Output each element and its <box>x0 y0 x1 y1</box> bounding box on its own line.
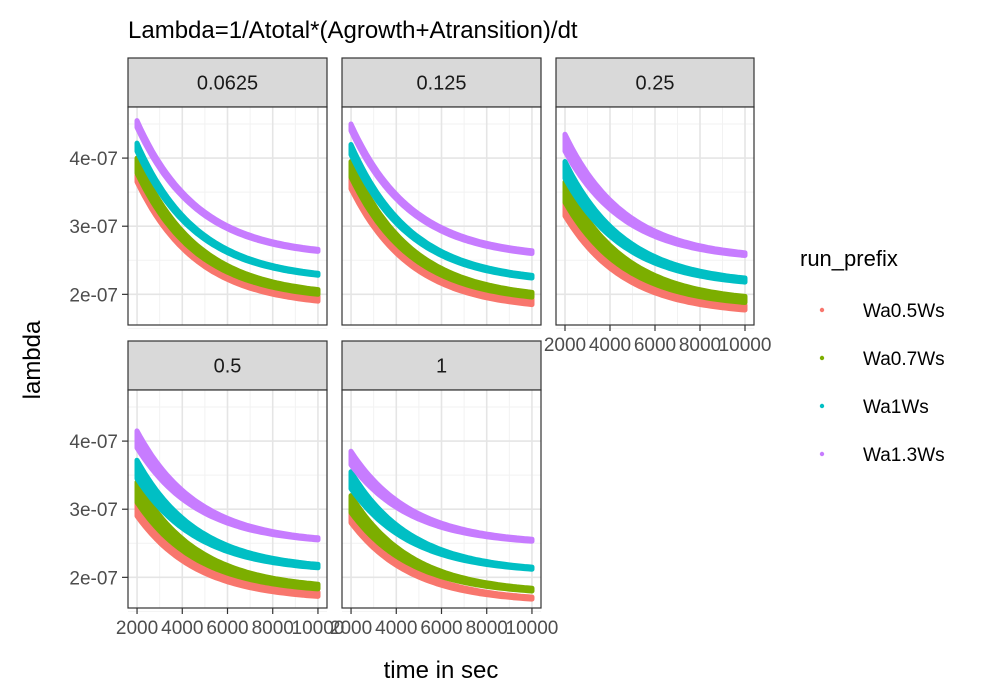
x-tick-label: 8000 <box>466 618 508 639</box>
series-band-wa1ws <box>348 142 535 281</box>
series-band-wa0-7ws <box>562 179 748 305</box>
x-tick-label: 10000 <box>292 618 345 639</box>
legend-key <box>819 307 825 313</box>
legend-item: Wa0.7Ws <box>819 349 945 370</box>
legend-label: Wa1.3Ws <box>863 445 945 466</box>
series-band-wa1ws <box>562 159 748 285</box>
facet-strip <box>555 57 755 108</box>
facet-panel: 0.125 <box>341 57 542 329</box>
y-tick-label: 2e-07 <box>69 285 118 306</box>
legend-key <box>819 451 825 457</box>
series-band-wa0-7ws <box>134 479 321 592</box>
x-tick-label: 2000 <box>116 618 158 639</box>
series-band-wa1-3ws <box>134 118 321 254</box>
x-tick-label: 4000 <box>161 618 203 639</box>
series-band-wa1ws <box>134 457 321 571</box>
legend-label: Wa0.7Ws <box>863 349 945 370</box>
y-tick-label: 3e-07 <box>69 500 118 521</box>
legend-key <box>819 403 825 409</box>
y-tick-label: 4e-07 <box>69 149 118 170</box>
facet-strip <box>127 340 328 391</box>
x-tick-label: 6000 <box>420 618 462 639</box>
facet-strip-label: 1 <box>436 356 447 378</box>
legend-title: run_prefix <box>800 246 898 271</box>
series-band-wa1-3ws <box>134 428 321 543</box>
y-tick-label: 4e-07 <box>69 432 118 453</box>
y-tick-label: 2e-07 <box>69 568 118 589</box>
series-band-wa0-7ws <box>348 493 535 594</box>
x-tick-label: 10000 <box>506 618 559 639</box>
facet-panel: 0.0625 2e-07 3e-07 4e-07 <box>69 57 328 329</box>
x-tick-label: 2000 <box>544 335 586 356</box>
y-tick-label: 3e-07 <box>69 217 118 238</box>
legend-label: Wa1Ws <box>863 397 929 418</box>
series-band-wa1ws <box>348 469 535 572</box>
x-tick-label: 2000 <box>330 618 372 639</box>
x-tick-label: 6000 <box>206 618 248 639</box>
series-band-wa0-7ws <box>134 155 321 297</box>
x-tick-label: 8000 <box>679 335 721 356</box>
facet-strip-label: 0.25 <box>636 73 675 95</box>
series-band-wa1-3ws <box>348 448 535 544</box>
legend-item: Wa1.3Ws <box>819 445 945 466</box>
x-axis-title: time in sec <box>384 657 499 684</box>
y-axis-title: lambda <box>19 320 46 399</box>
legend-key <box>819 355 825 361</box>
facet-strip-label: 0.5 <box>214 356 242 378</box>
facet-strip-label: 0.125 <box>416 73 466 95</box>
legend: run_prefix Wa0.5Ws Wa0.7Ws Wa1Ws Wa1.3Ws <box>800 246 945 466</box>
legend-item: Wa0.5Ws <box>819 301 945 322</box>
series-band-wa0-7ws <box>348 159 535 300</box>
panel-border <box>341 106 542 326</box>
facet-strip <box>127 57 328 108</box>
panel-border <box>127 106 328 326</box>
legend-item: Wa1Ws <box>819 397 929 418</box>
facet-strip-label: 0.0625 <box>197 73 258 95</box>
x-tick-label: 10000 <box>719 335 772 356</box>
chart-title: Lambda=1/Atotal*(Agrowth+Atransition)/dt <box>128 17 578 44</box>
series-band-wa0-5ws <box>348 510 535 602</box>
series-band-wa1-3ws <box>348 121 535 256</box>
x-tick-label: 8000 <box>252 618 294 639</box>
legend-label: Wa0.5Ws <box>863 301 945 322</box>
x-tick-label: 4000 <box>375 618 417 639</box>
series-band-wa1-3ws <box>562 131 748 258</box>
x-tick-label: 6000 <box>634 335 676 356</box>
series-band-wa1ws <box>134 140 321 278</box>
x-tick-label: 4000 <box>589 335 631 356</box>
